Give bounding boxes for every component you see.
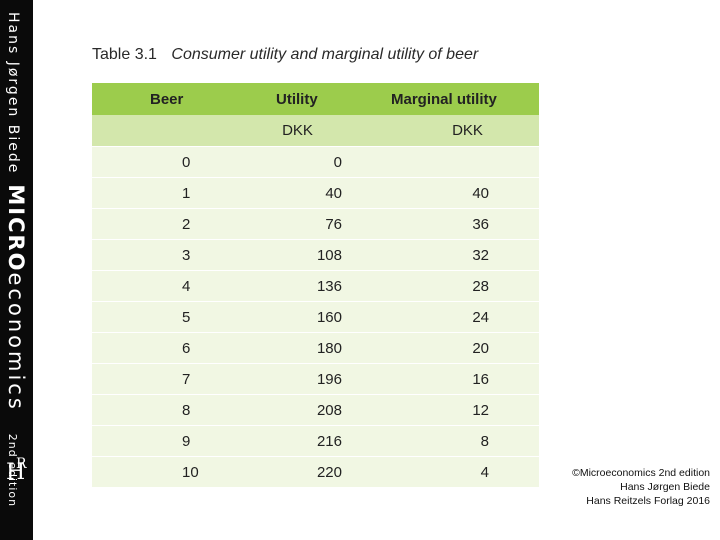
table-units-row: DKK DKK bbox=[92, 115, 539, 147]
cell-marginal: 28 bbox=[356, 270, 539, 302]
logo-letter-h: H bbox=[6, 460, 26, 485]
cell-marginal: 40 bbox=[356, 177, 539, 209]
cell-beer: 1 bbox=[92, 177, 239, 209]
cell-marginal: 24 bbox=[356, 301, 539, 333]
cell-beer: 5 bbox=[92, 301, 239, 333]
units-marginal-utility: DKK bbox=[356, 115, 539, 147]
logo-letter-r: R bbox=[16, 456, 27, 472]
cell-utility: 220 bbox=[239, 456, 356, 487]
cell-utility: 160 bbox=[239, 301, 356, 333]
credit-line-1: ©Microeconomics 2nd edition bbox=[572, 467, 710, 479]
cell-beer: 6 bbox=[92, 332, 239, 364]
header-utility: Utility bbox=[239, 83, 356, 115]
publisher-logo: H R bbox=[4, 456, 30, 486]
cell-utility: 40 bbox=[239, 177, 356, 209]
table-row: 1 40 40 bbox=[92, 177, 539, 209]
spine-title-bold: MICRO bbox=[4, 184, 28, 273]
table-row: 3 108 32 bbox=[92, 239, 539, 271]
header-marginal-utility: Marginal utility bbox=[356, 83, 539, 115]
table-row: 5 160 24 bbox=[92, 301, 539, 333]
cell-utility: 108 bbox=[239, 239, 356, 271]
cell-marginal: 16 bbox=[356, 363, 539, 395]
cell-marginal: 36 bbox=[356, 208, 539, 240]
spine-author: Hans Jørgen Biede bbox=[5, 12, 21, 175]
cell-utility: 180 bbox=[239, 332, 356, 364]
table-body: 0 0 1 40 40 2 76 36 3 108 32 4 136 28 5 160 24 6 180 20 7 196… bbox=[92, 146, 539, 487]
spine-title-rest: economics bbox=[4, 272, 28, 412]
cell-utility: 136 bbox=[239, 270, 356, 302]
spine-text: Hans Jørgen Biede MICROeconomics 2nd edi… bbox=[4, 12, 28, 507]
table-number: Table 3.1 bbox=[92, 46, 157, 63]
cell-beer: 7 bbox=[92, 363, 239, 395]
book-spine: Hans Jørgen Biede MICROeconomics 2nd edi… bbox=[0, 0, 33, 540]
copyright-credit: ©Microeconomics 2nd edition Hans Jørgen … bbox=[572, 466, 710, 508]
cell-utility: 216 bbox=[239, 425, 356, 457]
cell-beer: 10 bbox=[92, 456, 239, 487]
cell-marginal: 4 bbox=[356, 456, 539, 487]
header-beer: Beer bbox=[92, 83, 239, 115]
table-title: Table 3.1 Consumer utility and marginal … bbox=[92, 46, 478, 64]
table-row: 10 220 4 bbox=[92, 456, 539, 487]
table-header-row: Beer Utility Marginal utility bbox=[92, 83, 539, 115]
table-row: 2 76 36 bbox=[92, 208, 539, 240]
table-row: 8 208 12 bbox=[92, 394, 539, 426]
credit-line-2: Hans Jørgen Biede bbox=[620, 481, 710, 493]
table-row: 7 196 16 bbox=[92, 363, 539, 395]
cell-marginal: 12 bbox=[356, 394, 539, 426]
cell-utility: 76 bbox=[239, 208, 356, 240]
cell-marginal: 20 bbox=[356, 332, 539, 364]
table-caption: Consumer utility and marginal utility of… bbox=[171, 46, 479, 63]
cell-beer: 0 bbox=[92, 146, 239, 178]
table-row: 4 136 28 bbox=[92, 270, 539, 302]
table-row: 6 180 20 bbox=[92, 332, 539, 364]
cell-marginal bbox=[356, 146, 539, 178]
table-row: 9 216 8 bbox=[92, 425, 539, 457]
units-beer bbox=[92, 115, 239, 147]
cell-utility: 196 bbox=[239, 363, 356, 395]
cell-beer: 2 bbox=[92, 208, 239, 240]
cell-beer: 9 bbox=[92, 425, 239, 457]
cell-beer: 8 bbox=[92, 394, 239, 426]
spine-title: MICROeconomics bbox=[4, 184, 28, 411]
cell-utility: 208 bbox=[239, 394, 356, 426]
cell-beer: 3 bbox=[92, 239, 239, 271]
cell-utility: 0 bbox=[239, 146, 356, 178]
units-utility: DKK bbox=[239, 115, 356, 147]
cell-marginal: 32 bbox=[356, 239, 539, 271]
cell-marginal: 8 bbox=[356, 425, 539, 457]
cell-beer: 4 bbox=[92, 270, 239, 302]
credit-line-3: Hans Reitzels Forlag 2016 bbox=[586, 495, 710, 507]
